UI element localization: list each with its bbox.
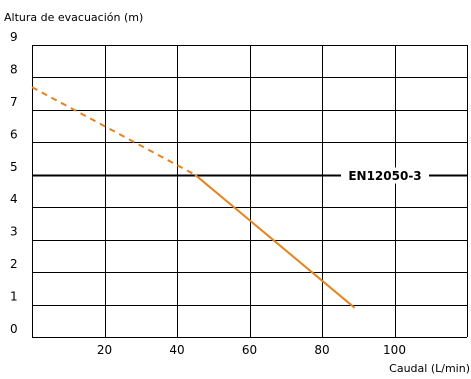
series-line-solid — [194, 174, 356, 309]
x-tick-labels: 20 40 60 80 100 — [97, 343, 406, 357]
y-tick-label: 9 — [10, 30, 18, 44]
y-tick-label: 4 — [10, 192, 18, 206]
y-tick-label: 5 — [10, 160, 18, 174]
y-tick-label: 7 — [10, 95, 18, 109]
x-tick-label: 80 — [314, 343, 329, 357]
y-tick-label: 3 — [10, 225, 18, 239]
x-tick-label: 40 — [169, 343, 184, 357]
series-group — [31, 86, 356, 309]
y-tick-label: 2 — [10, 257, 18, 271]
x-tick-label: 60 — [242, 343, 257, 357]
y-tick-labels: 0 1 2 3 4 5 6 7 8 9 — [10, 30, 18, 336]
reference-line-group: EN12050-3 — [32, 167, 467, 184]
series-line-dashed — [31, 86, 196, 176]
reference-label-bg — [341, 167, 429, 184]
y-axis-title: Altura de evacuación (m) — [4, 11, 143, 24]
grid — [32, 45, 468, 338]
x-axis-title: Caudal (L/min) — [389, 362, 470, 375]
y-tick-label: 0 — [10, 322, 18, 336]
y-tick-label: 1 — [10, 290, 18, 304]
reference-label: EN12050-3 — [348, 169, 421, 183]
x-tick-label: 20 — [97, 343, 112, 357]
y-tick-label: 8 — [10, 62, 18, 76]
x-tick-label: 100 — [383, 343, 406, 357]
y-tick-label: 6 — [10, 127, 18, 141]
